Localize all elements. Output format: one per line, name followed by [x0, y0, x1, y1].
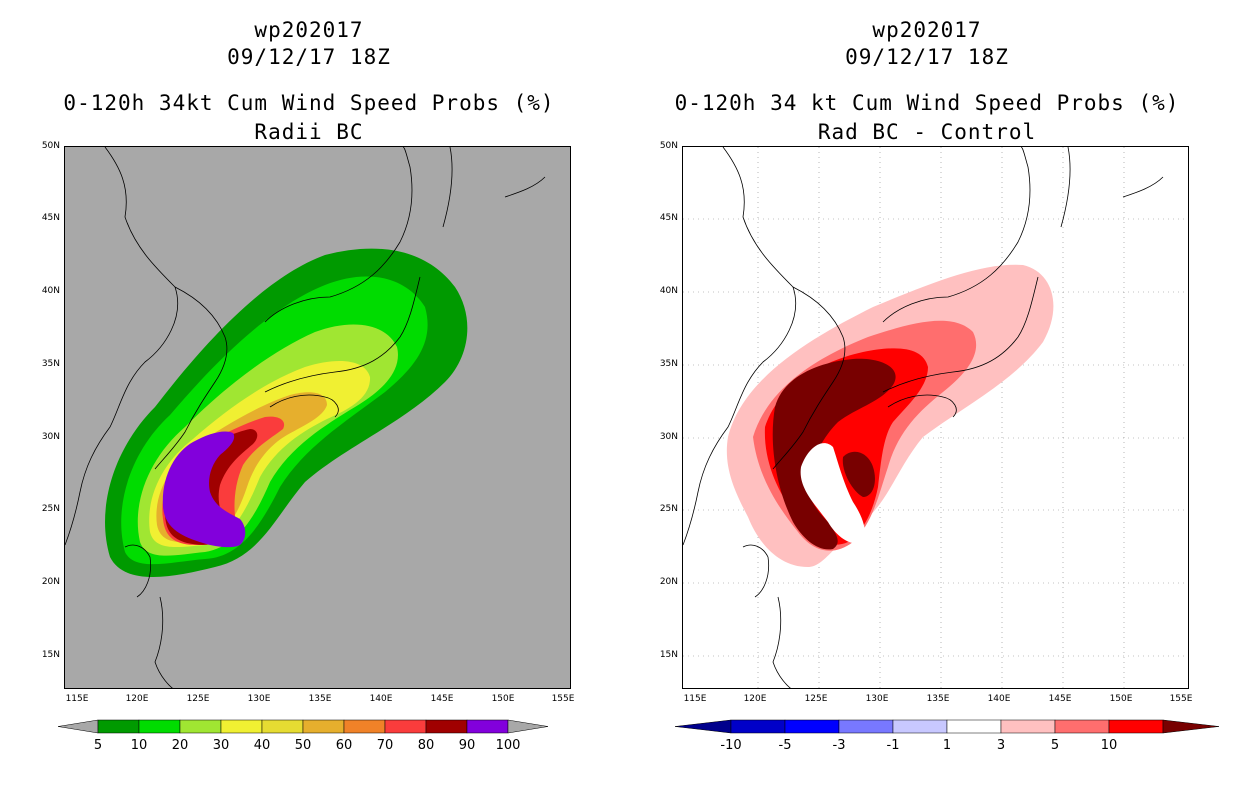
lat-label: 50N — [41, 141, 60, 151]
lon-label: 150E — [491, 694, 515, 704]
colorbar-label: -1 — [886, 738, 900, 753]
colorbar-label: -5 — [778, 738, 792, 753]
lat-label: 45N — [41, 213, 60, 223]
colorbar-swatch — [1108, 719, 1164, 734]
colorbar-swatch — [1000, 719, 1056, 734]
colorbar-label: -10 — [720, 738, 742, 753]
right-panel: wp202017 09/12/17 18Z 0-120h 34 kt Cum W… — [618, 0, 1236, 800]
lat-label: 25N — [659, 504, 678, 514]
lat-label: 50N — [659, 141, 678, 151]
colorbar-swatch — [97, 719, 140, 734]
plot-subtitle: Rad BC - Control — [817, 120, 1037, 144]
colorbar-swatch — [784, 719, 840, 734]
lat-label: 35N — [41, 359, 60, 369]
storm-id: wp202017 — [872, 18, 982, 42]
colorbar-swatch — [302, 719, 345, 734]
colorbar-high-arrow — [1162, 719, 1220, 734]
lon-label: 140E — [369, 694, 393, 704]
lon-label: 125E — [804, 694, 828, 704]
colorbar-label: 5 — [93, 738, 103, 753]
colorbar — [57, 719, 549, 734]
lon-label: 115E — [65, 694, 89, 704]
lon-label: 120E — [743, 694, 767, 704]
lon-label: 115E — [683, 694, 707, 704]
lon-label: 130E — [865, 694, 889, 704]
colorbar-label: 20 — [171, 738, 189, 753]
lon-label: 135E — [308, 694, 332, 704]
colorbar-swatch — [466, 719, 509, 734]
colorbar-label: 5 — [1050, 738, 1060, 753]
colorbar-swatch — [179, 719, 222, 734]
colorbar-label: 70 — [376, 738, 394, 753]
colorbar-label: 80 — [417, 738, 435, 753]
colorbar-label: 1 — [942, 738, 952, 753]
colorbar-label: 100 — [495, 738, 521, 753]
lon-label: 125E — [186, 694, 210, 704]
lat-label: 20N — [659, 577, 678, 587]
lat-label: 15N — [41, 650, 60, 660]
colorbar-swatch — [425, 719, 468, 734]
coastlines — [683, 147, 1164, 688]
colorbar-label: 3 — [996, 738, 1006, 753]
lon-label: 155E — [1169, 694, 1193, 704]
storm-id: wp202017 — [254, 18, 364, 42]
colorbar-label: 10 — [130, 738, 148, 753]
colorbar-swatch — [892, 719, 948, 734]
colorbar — [674, 719, 1220, 734]
lat-label: 45N — [659, 213, 678, 223]
probability-swath — [105, 248, 468, 577]
colorbar-swatch — [261, 719, 304, 734]
colorbar-swatch — [384, 719, 427, 734]
colorbar-label: 90 — [458, 738, 476, 753]
colorbar-label: 30 — [212, 738, 230, 753]
colorbar-label: 40 — [253, 738, 271, 753]
plot-subtitle: Radii BC — [254, 120, 364, 144]
colorbar-swatch — [343, 719, 386, 734]
grid-lines — [683, 147, 1188, 688]
probability-map — [64, 146, 571, 689]
lon-label: 145E — [430, 694, 454, 704]
colorbar-swatch — [138, 719, 181, 734]
lon-label: 145E — [1048, 694, 1072, 704]
lat-label: 30N — [659, 432, 678, 442]
forecast-datetime: 09/12/17 18Z — [845, 45, 1009, 69]
lat-label: 25N — [41, 504, 60, 514]
plot-title: 0-120h 34 kt Cum Wind Speed Probs (%) — [674, 91, 1180, 115]
lon-label: 135E — [926, 694, 950, 704]
plot-title: 0-120h 34kt Cum Wind Speed Probs (%) — [63, 91, 555, 115]
colorbar-swatch — [220, 719, 263, 734]
colorbar-label: -3 — [832, 738, 846, 753]
colorbar-swatch — [946, 719, 1002, 734]
lat-label: 30N — [41, 432, 60, 442]
difference-map — [682, 146, 1189, 689]
colorbar-swatch — [730, 719, 786, 734]
coastlines — [65, 147, 546, 688]
lon-label: 140E — [987, 694, 1011, 704]
colorbar-low-arrow — [57, 719, 99, 734]
colorbar-low-arrow — [674, 719, 732, 734]
lon-label: 150E — [1109, 694, 1133, 704]
lat-label: 35N — [659, 359, 678, 369]
lat-label: 40N — [659, 286, 678, 296]
colorbar-swatch — [838, 719, 894, 734]
colorbar-high-arrow — [507, 719, 549, 734]
colorbar-label: 10 — [1100, 738, 1118, 753]
colorbar-label: 50 — [294, 738, 312, 753]
colorbar-swatch — [1054, 719, 1110, 734]
lat-label: 40N — [41, 286, 60, 296]
colorbar-label: 60 — [335, 738, 353, 753]
left-panel: wp202017 09/12/17 18Z 0-120h 34kt Cum Wi… — [41, 18, 575, 753]
lon-label: 155E — [551, 694, 575, 704]
lon-label: 120E — [125, 694, 149, 704]
lat-label: 15N — [659, 650, 678, 660]
lon-label: 130E — [247, 694, 271, 704]
lat-label: 20N — [41, 577, 60, 587]
forecast-datetime: 09/12/17 18Z — [227, 45, 391, 69]
